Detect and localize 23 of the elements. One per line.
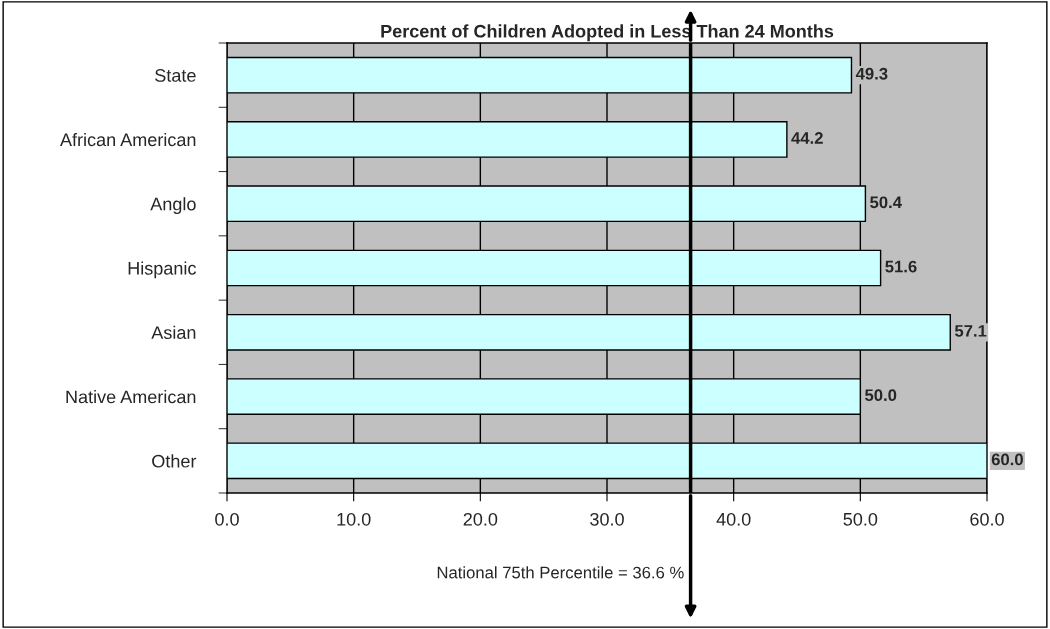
x-tick-label: 20.0 — [463, 512, 498, 526]
y-tick-label: Anglo — [150, 197, 196, 214]
data-label: 49.3 — [855, 67, 888, 80]
data-label: 57.1 — [954, 325, 987, 337]
x-tick-label: 50.0 — [843, 512, 878, 526]
ref-line-label: National 75th Percentile = 36.6 % — [437, 566, 684, 579]
data-label: 51.6 — [885, 260, 917, 273]
data-label: 60.0 — [991, 453, 1023, 466]
y-tick-label: African American — [60, 132, 196, 147]
x-tick-label: 40.0 — [716, 512, 751, 526]
data-label: 44.2 — [791, 132, 823, 144]
y-tick-label: State — [155, 69, 196, 82]
y-tick-label: Hispanic — [128, 261, 196, 279]
chart-title: Percent of Children Adopted in Less Than 24 Months — [381, 24, 834, 42]
y-tick-label: Native American — [66, 390, 196, 404]
x-tick-label: 0.0 — [215, 512, 239, 526]
x-tick-label: 10.0 — [337, 512, 371, 526]
y-tick-label: Asian — [151, 325, 196, 340]
data-label: 50.0 — [865, 389, 897, 402]
x-tick-label: 30.0 — [590, 512, 624, 526]
y-tick-label: Other — [152, 454, 197, 468]
data-label: 50.4 — [870, 196, 902, 209]
x-tick-label: 60.0 — [970, 512, 1004, 526]
